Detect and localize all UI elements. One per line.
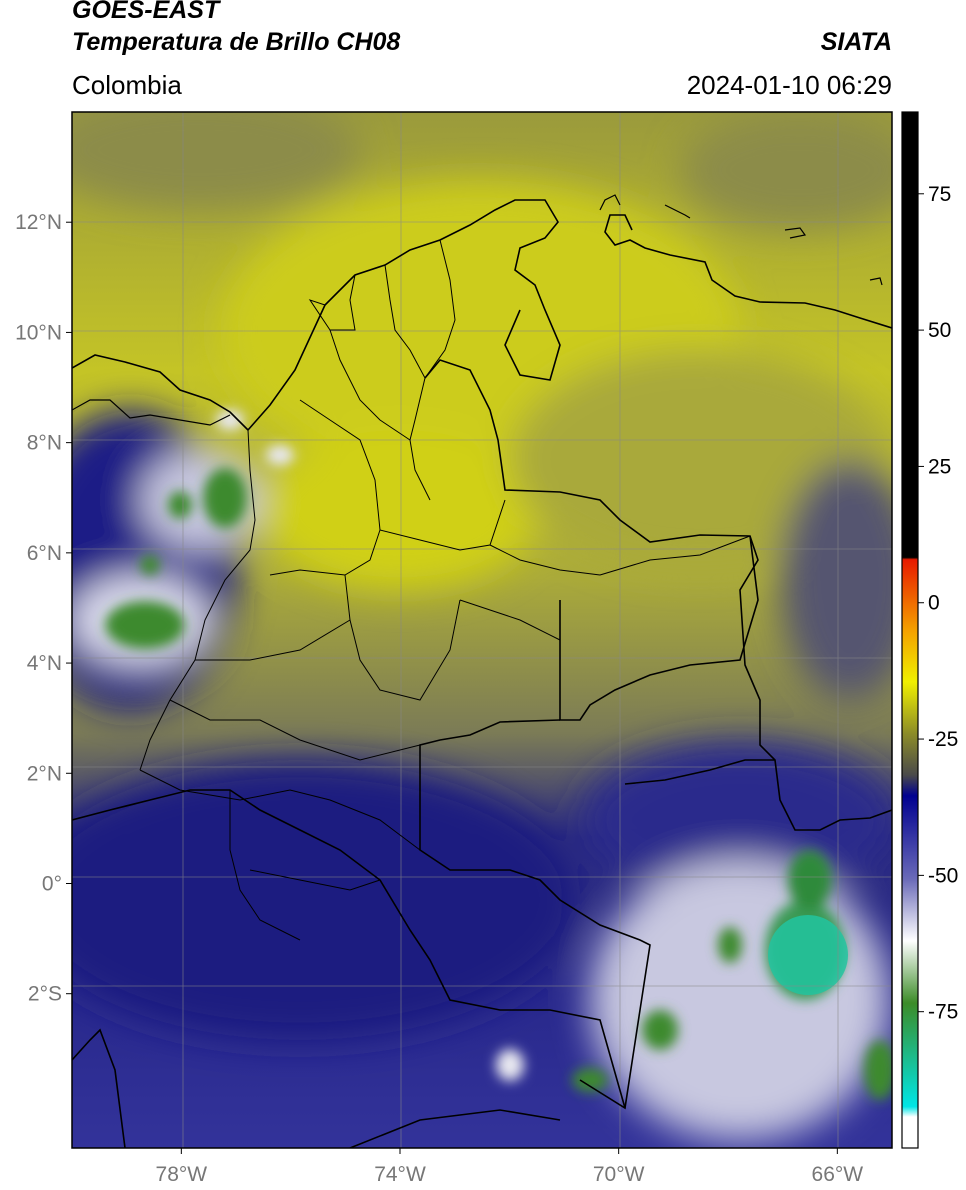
product-title: Temperatura de Brillo CH08: [72, 28, 401, 56]
datetime-label: 2024-01-10 06:29: [686, 70, 892, 100]
lon-tick-label: 78°W: [156, 1163, 208, 1186]
graticule: [72, 112, 892, 1148]
colorbar-tick-label: 25: [928, 455, 951, 478]
lon-tick-label: 70°W: [593, 1163, 645, 1186]
satellite-name: GOES-EAST: [72, 0, 220, 24]
lon-tick-label: 66°W: [812, 1163, 864, 1186]
coastline: [72, 194, 883, 426]
lat-tick-label: 10°N: [15, 321, 62, 344]
longitude-tick-labels: 78°W 74°W 70°W 66°W: [156, 1148, 864, 1186]
lat-tick-label: 2°S: [28, 983, 62, 1006]
colorbar-tick-label: 75: [928, 183, 951, 206]
country-boundaries: [72, 199, 892, 1148]
colorbar-tick-label: -25: [928, 728, 958, 751]
agency-label: SIATA: [820, 28, 892, 56]
lat-tick-label: 8°N: [27, 432, 62, 455]
department-boundaries: [139, 239, 751, 941]
map-frame: [71, 111, 893, 1149]
lon-tick-label: 74°W: [374, 1163, 426, 1186]
colorbar: [902, 112, 918, 1148]
colorbar-frame: [901, 111, 919, 1149]
satellite-imagery: [72, 112, 892, 1148]
latitude-tick-labels: 12°N 10°N 8°N 6°N 4°N 2°N 0° 2°S: [15, 211, 72, 1006]
lat-tick-label: 2°N: [27, 762, 62, 785]
lat-tick-label: 4°N: [27, 652, 62, 675]
lat-tick-label: 12°N: [15, 211, 62, 234]
colorbar-tick-label: 50: [928, 319, 951, 342]
lat-tick-label: 0°: [42, 872, 62, 895]
colorbar-tick-label: 0: [928, 592, 940, 615]
lat-tick-label: 6°N: [27, 542, 62, 565]
colorbar-tick-label: -50: [928, 864, 958, 887]
colorbar-tick-label: -75: [928, 1001, 958, 1024]
region-label: Colombia: [72, 70, 182, 100]
colorbar-tick-labels: 75 50 25 0 -25 -50 -75: [918, 183, 958, 1024]
